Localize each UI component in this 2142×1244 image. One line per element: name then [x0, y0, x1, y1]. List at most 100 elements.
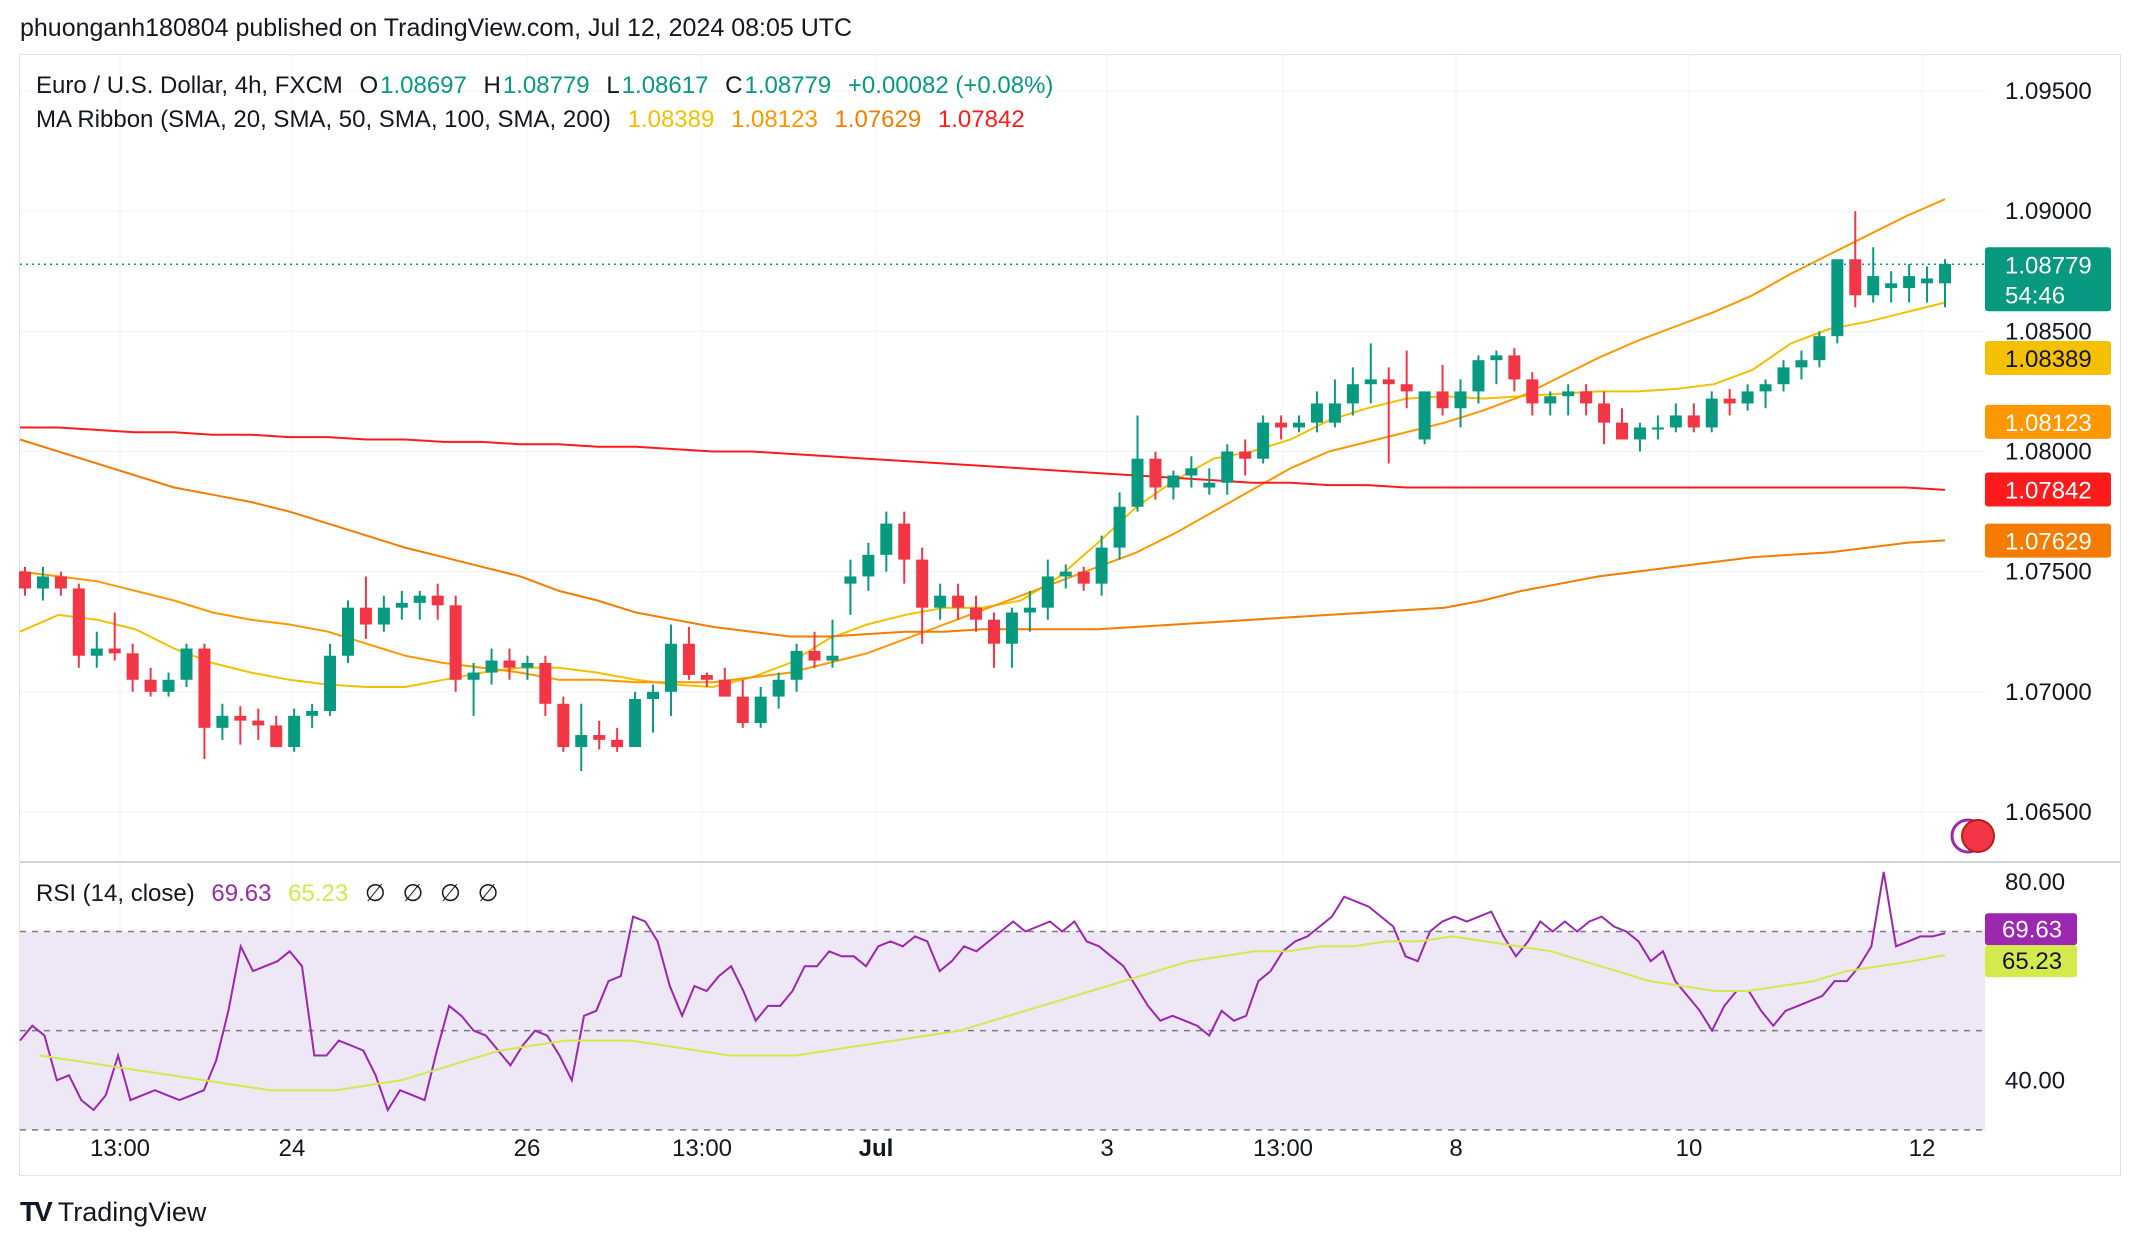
candle-body [252, 720, 265, 726]
rsi-badge: 65.23 [2002, 948, 2062, 975]
rsi-legend: RSI (14, close) 69.63 65.23 ∅ ∅ ∅ ∅ [36, 879, 509, 908]
candle-body [467, 672, 480, 680]
candle-body [1939, 264, 1951, 284]
candle-body [808, 650, 821, 661]
ma100-badge: 1.07629 [2005, 529, 2092, 556]
candle-body [1203, 482, 1216, 488]
candle-body [1095, 547, 1108, 584]
candle-body [1113, 506, 1126, 548]
change-value: +0.00082 (+0.08%) [847, 72, 1054, 99]
candle-body [664, 643, 677, 692]
candle-body [1059, 571, 1072, 577]
candle-body [126, 653, 139, 680]
rsi-ma-value: 65.23 [288, 880, 349, 907]
x-tick-label: 13:00 [1253, 1135, 1313, 1162]
candle-body [987, 619, 1000, 644]
x-tick-label: 13:00 [90, 1135, 150, 1162]
rsi-y-tick-label: 40.00 [2005, 1067, 2065, 1094]
candle-body [216, 715, 229, 728]
candle-body [826, 655, 839, 661]
tradingview-brand[interactable]: TV TradingView [20, 1196, 206, 1228]
candle-body [1741, 391, 1754, 404]
rsi-series-0 [19, 871, 1946, 1113]
tradingview-logo-icon: TV [20, 1196, 53, 1227]
candle-body [1598, 403, 1611, 423]
candle-body [1616, 422, 1629, 440]
candle-body [862, 554, 875, 577]
y-tick-label: 1.09000 [2005, 198, 2092, 225]
rsi-null-3: ∅ [440, 880, 461, 907]
candle-body [1705, 398, 1718, 428]
candle-body [1023, 607, 1036, 613]
candle-body [395, 602, 408, 608]
y-tick-label: 1.08500 [2005, 318, 2092, 345]
candle-body [790, 650, 803, 680]
ma50-badge-bg [1985, 404, 2111, 439]
candle-body [1903, 276, 1916, 289]
candle-body [1777, 367, 1790, 385]
candle-body [880, 523, 893, 555]
ma20-badge: 1.08389 [2005, 346, 2092, 373]
close-value: 1.08779 [744, 72, 832, 99]
candle-body [575, 735, 588, 748]
y-tick-label: 1.08000 [2005, 438, 2092, 465]
ma100-badge-bg [1985, 523, 2111, 558]
ma-line-2 [19, 438, 1946, 638]
candle-body [19, 571, 31, 589]
candle-body [413, 595, 426, 603]
x-tick-label: 12 [1909, 1135, 1936, 1162]
candle-body [1633, 427, 1646, 440]
candle-body [736, 696, 749, 724]
candle-body [844, 576, 857, 584]
candle-body [431, 595, 444, 606]
candle-body [898, 523, 911, 560]
ma20-value: 1.08389 [627, 106, 715, 133]
candle-body [1508, 355, 1521, 380]
candle-body [234, 715, 247, 721]
candle-body [306, 711, 319, 716]
ma200-badge-bg [1985, 472, 2111, 507]
ma200-badge: 1.07842 [2005, 477, 2092, 504]
ma50-value: 1.08123 [731, 106, 818, 133]
rsi-badge-bg [1985, 945, 2077, 978]
candle-body [1831, 259, 1844, 337]
low-label: L [606, 72, 620, 99]
ma20-badge-bg [1985, 341, 2111, 376]
y-tick-label: 1.07000 [2005, 679, 2092, 706]
candle-body [1544, 396, 1557, 404]
candle-body [1436, 391, 1449, 409]
ma-ribbon-title[interactable]: MA Ribbon (SMA, 20, SMA, 50, SMA, 100, S… [36, 106, 611, 133]
candle-body [288, 715, 301, 748]
symbol-name[interactable]: Euro / U.S. Dollar, 4h, FXCM [36, 72, 343, 99]
candle-body [1795, 360, 1808, 368]
candle-body [449, 605, 462, 680]
candle-body [1472, 360, 1485, 392]
candle-body [341, 607, 354, 656]
x-tick-label: 13:00 [672, 1135, 732, 1162]
candle-body [772, 679, 785, 697]
x-tick-label: 8 [1449, 1135, 1462, 1162]
candle-body [1921, 278, 1934, 284]
candle-body [1723, 398, 1736, 404]
rsi-null-4: ∅ [477, 880, 499, 907]
ma-line-3 [20, 426, 1946, 491]
candle-body [377, 607, 390, 625]
candle-body [1275, 422, 1288, 428]
candle-body [952, 595, 965, 608]
candle-body [970, 607, 983, 620]
ma-legend: MA Ribbon (SMA, 20, SMA, 50, SMA, 100, S… [36, 106, 1035, 134]
candle-body [1490, 355, 1503, 361]
rsi-badge: 69.63 [2002, 916, 2062, 943]
candle-body [485, 660, 498, 673]
ma-line-1 [19, 198, 1946, 684]
x-tick-label: Jul [859, 1135, 894, 1162]
rsi-title[interactable]: RSI (14, close) [36, 880, 195, 907]
candle-body [36, 576, 49, 589]
rsi-value: 69.63 [211, 880, 272, 907]
candle-body [1867, 276, 1880, 296]
candle-body [1328, 403, 1341, 423]
publish-info: phuonganh180804 published on TradingView… [20, 14, 853, 42]
candle-body [934, 595, 947, 608]
x-tick-label: 26 [514, 1135, 541, 1162]
